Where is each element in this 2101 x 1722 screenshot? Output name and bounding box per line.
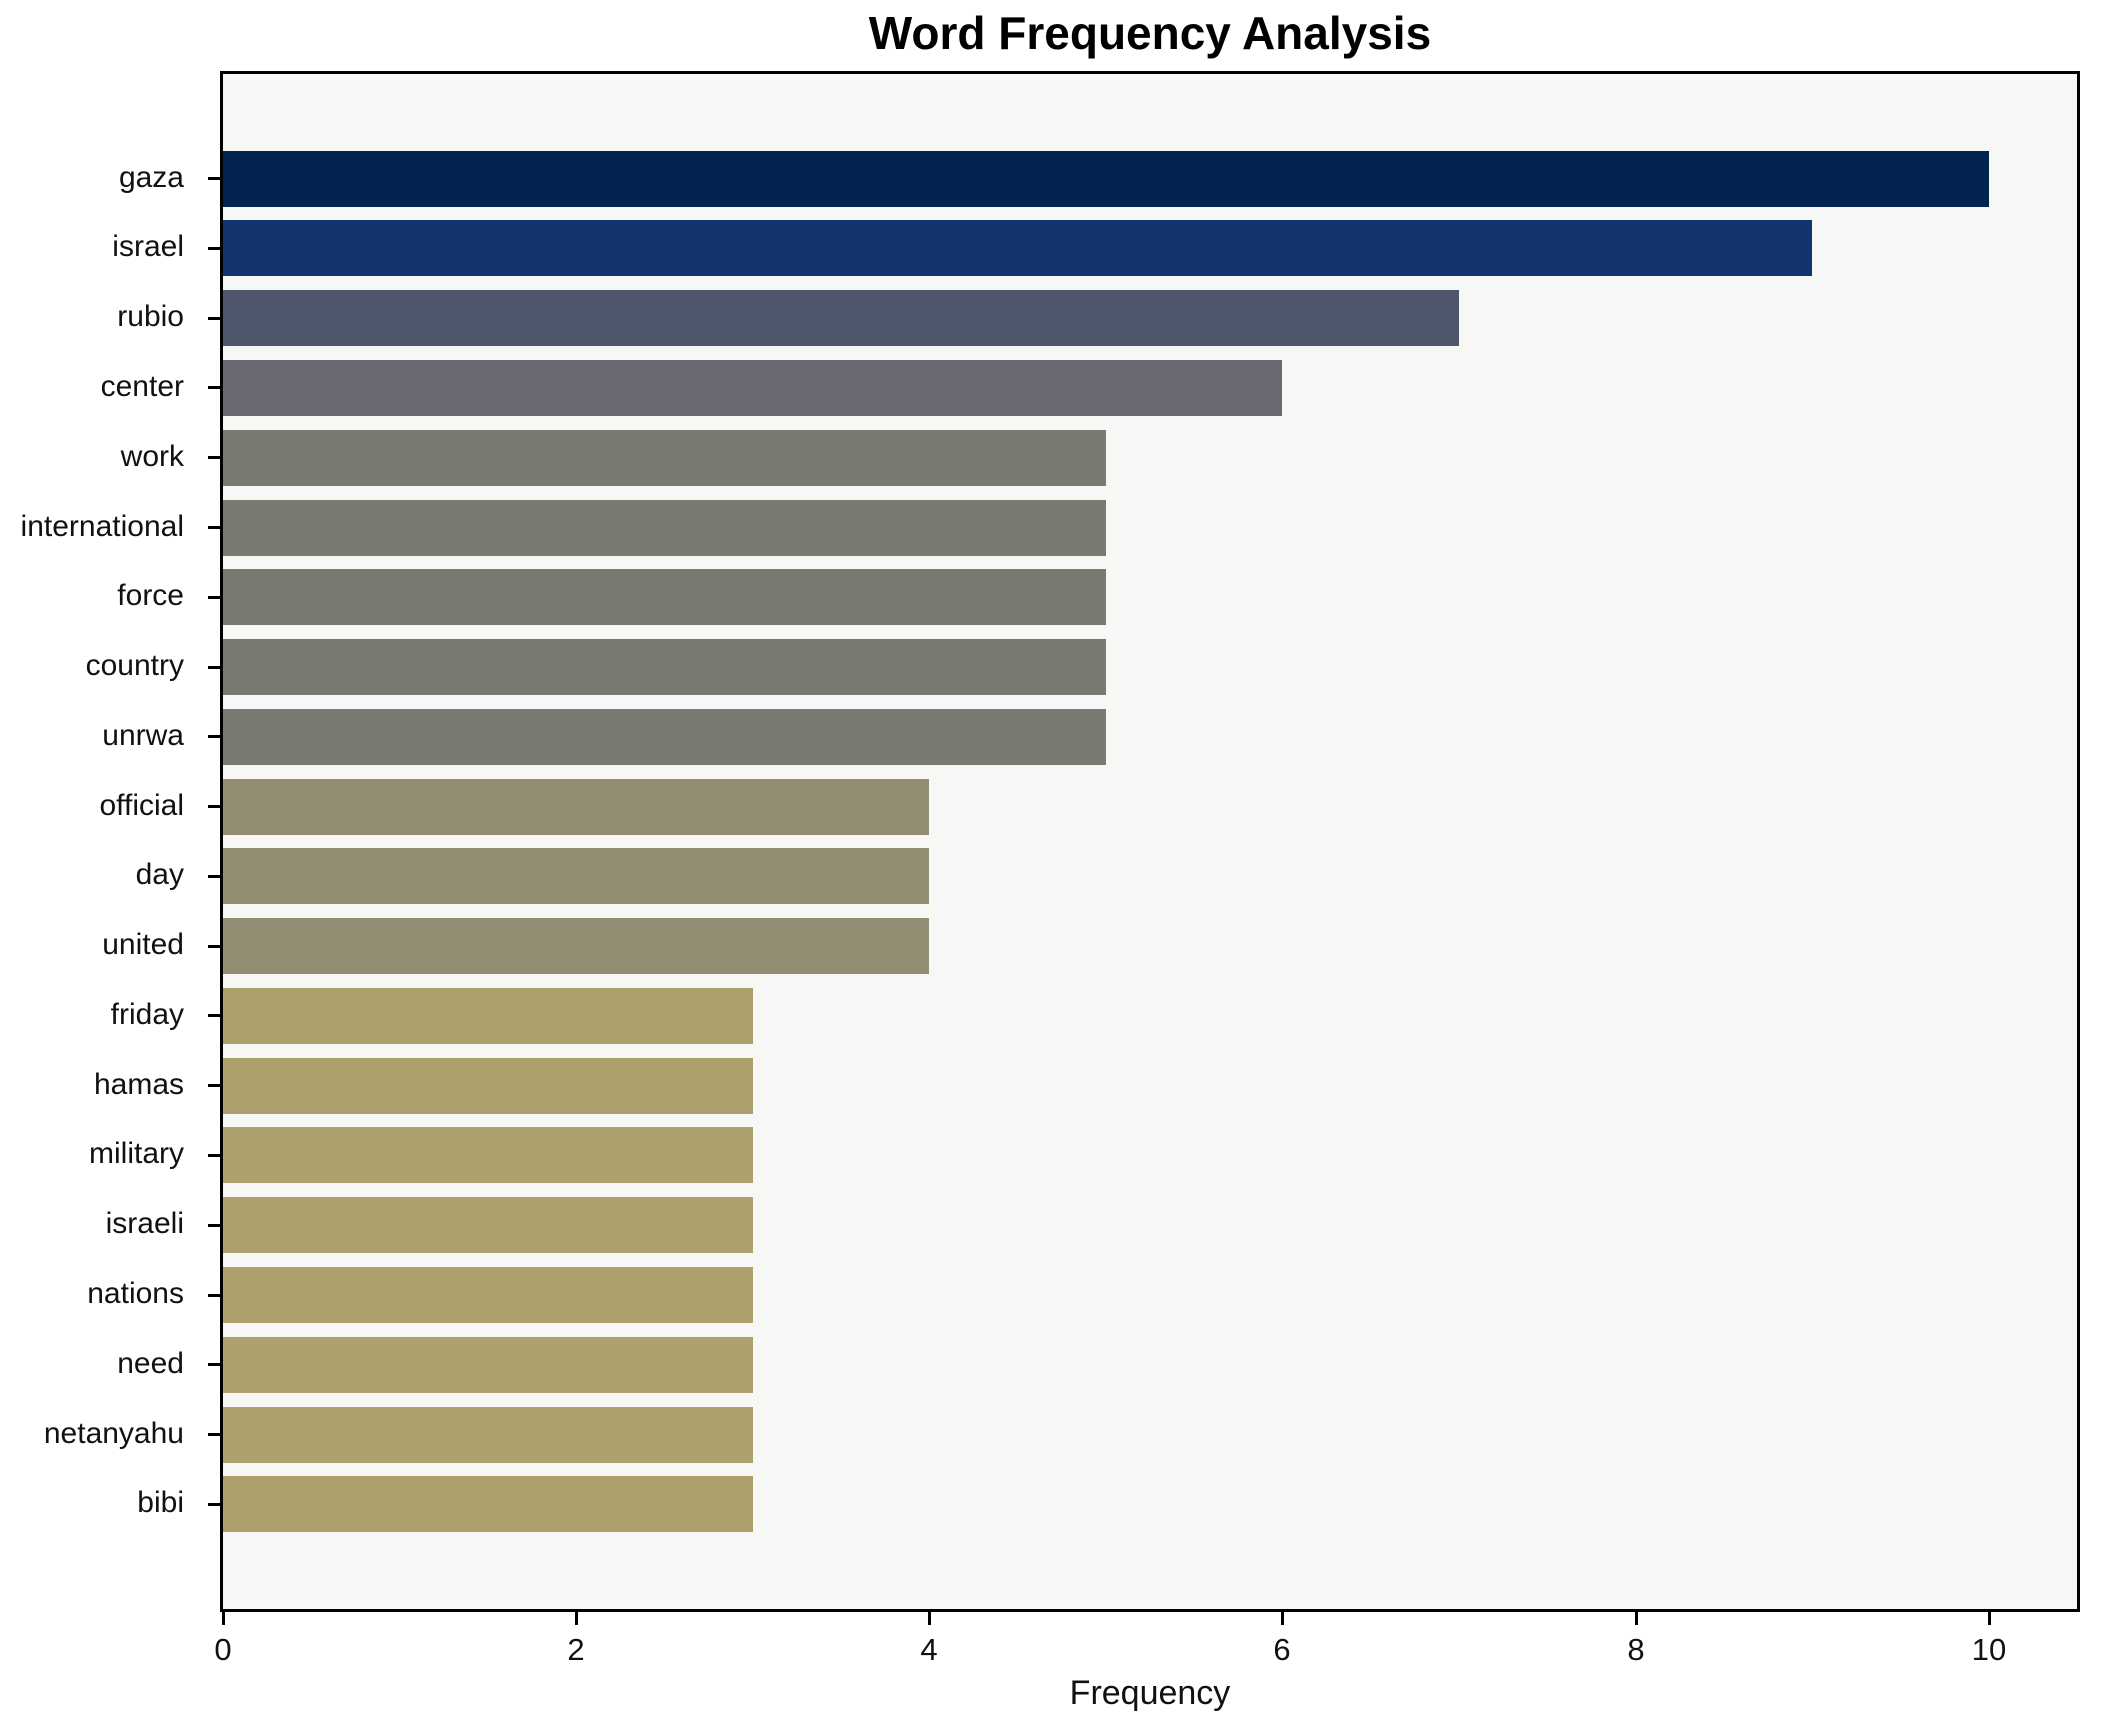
bar-nations <box>223 1267 753 1323</box>
x-tick-label: 0 <box>214 1632 232 1667</box>
x-tick-label: 6 <box>1273 1632 1291 1667</box>
y-tick-mark <box>208 1503 220 1506</box>
y-axis-labels: gaza israel rubio center work international fo… <box>0 74 202 1609</box>
y-tick-label: military <box>89 1137 184 1170</box>
y-tick-label: israeli <box>105 1207 184 1240</box>
y-tick-label: international <box>20 510 184 543</box>
bar-israeli <box>223 1197 753 1253</box>
bar-bibi <box>223 1476 753 1532</box>
y-tick-label: friday <box>110 998 184 1031</box>
y-tick-mark <box>208 596 220 599</box>
y-tick-label: center <box>100 370 184 403</box>
y-tick-mark <box>208 805 220 808</box>
bar-military <box>223 1127 753 1183</box>
y-tick-mark <box>208 875 220 878</box>
y-tick-label: bibi <box>137 1486 184 1519</box>
y-tick-label: work <box>120 440 184 473</box>
x-tick-mark <box>222 1612 225 1625</box>
y-tick-mark <box>208 1154 220 1157</box>
y-tick-mark <box>208 1224 220 1227</box>
y-tick-label: need <box>117 1347 184 1380</box>
chart-title: Word Frequency Analysis <box>868 7 1432 59</box>
x-tick-label: 4 <box>920 1632 938 1667</box>
bar-israel <box>223 220 1812 276</box>
bar-international <box>223 500 1106 556</box>
x-tick-label: 10 <box>1971 1632 2007 1667</box>
y-tick-label: israel <box>112 230 184 263</box>
y-tick-mark <box>208 1433 220 1436</box>
y-tick-mark <box>208 1294 220 1297</box>
y-tick-mark <box>208 247 220 250</box>
y-tick-label: force <box>117 579 184 612</box>
y-tick-mark <box>208 945 220 948</box>
y-tick-label: nations <box>87 1277 184 1310</box>
bar-force <box>223 569 1106 625</box>
bar-unrwa <box>223 709 1106 765</box>
y-tick-label: official <box>99 789 185 822</box>
bar-official <box>223 779 929 835</box>
x-tick-mark <box>1281 1612 1284 1625</box>
y-tick-mark <box>208 666 220 669</box>
x-tick-label: 8 <box>1627 1632 1645 1667</box>
y-tick-label: country <box>85 649 184 682</box>
x-tick-mark <box>928 1612 931 1625</box>
x-tick-mark <box>1988 1612 1991 1625</box>
bar-united <box>223 918 929 974</box>
y-tick-mark <box>208 1084 220 1087</box>
plot-area <box>220 71 2080 1612</box>
y-tick-label: rubio <box>117 300 184 333</box>
y-tick-label: united <box>102 928 184 961</box>
y-tick-mark <box>208 317 220 320</box>
y-tick-mark <box>208 456 220 459</box>
y-tick-mark <box>208 1363 220 1366</box>
bar-center <box>223 360 1282 416</box>
y-tick-label: unrwa <box>102 719 184 752</box>
bar-need <box>223 1337 753 1393</box>
y-tick-mark <box>208 526 220 529</box>
bar-gaza <box>223 151 1989 207</box>
bar-country <box>223 639 1106 695</box>
bar-rubio <box>223 290 1459 346</box>
x-tick-mark <box>1635 1612 1638 1625</box>
y-tick-mark <box>208 1014 220 1017</box>
y-tick-mark <box>208 735 220 738</box>
y-tick-mark <box>208 177 220 180</box>
bar-netanyahu <box>223 1407 753 1463</box>
x-tick-label: 2 <box>567 1632 585 1667</box>
y-tick-label: netanyahu <box>43 1417 184 1450</box>
bar-friday <box>223 988 753 1044</box>
x-tick-mark <box>575 1612 578 1625</box>
x-axis-label: Frequency <box>1069 1674 1231 1712</box>
y-tick-label: day <box>135 858 184 891</box>
bar-hamas <box>223 1058 753 1114</box>
y-tick-label: gaza <box>118 161 184 194</box>
y-tick-mark <box>208 386 220 389</box>
bar-work <box>223 430 1106 486</box>
y-tick-label: hamas <box>93 1068 184 1101</box>
bar-day <box>223 848 929 904</box>
